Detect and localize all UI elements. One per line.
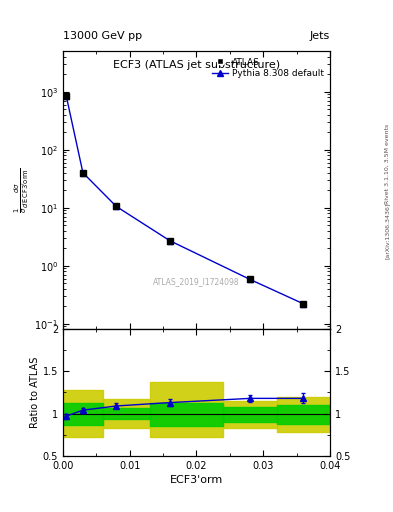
Text: 13000 GeV pp: 13000 GeV pp — [63, 31, 142, 41]
Text: ATLAS_2019_I1724098: ATLAS_2019_I1724098 — [153, 278, 240, 287]
Y-axis label: Ratio to ATLAS: Ratio to ATLAS — [30, 357, 40, 428]
Text: Rivet 3.1.10, 3.5M events: Rivet 3.1.10, 3.5M events — [385, 124, 389, 204]
Text: ECF3 (ATLAS jet substructure): ECF3 (ATLAS jet substructure) — [113, 59, 280, 70]
Legend: ATLAS, Pythia 8.308 default: ATLAS, Pythia 8.308 default — [210, 56, 326, 80]
X-axis label: ECF3'orm: ECF3'orm — [170, 475, 223, 485]
Text: [arXiv:1306.3436]: [arXiv:1306.3436] — [385, 202, 389, 259]
Y-axis label: $\frac{1}{\sigma}\frac{d\sigma}{d\,\mathrm{ECF3'orm}}$: $\frac{1}{\sigma}\frac{d\sigma}{d\,\math… — [13, 167, 31, 213]
Text: Jets: Jets — [310, 31, 330, 41]
